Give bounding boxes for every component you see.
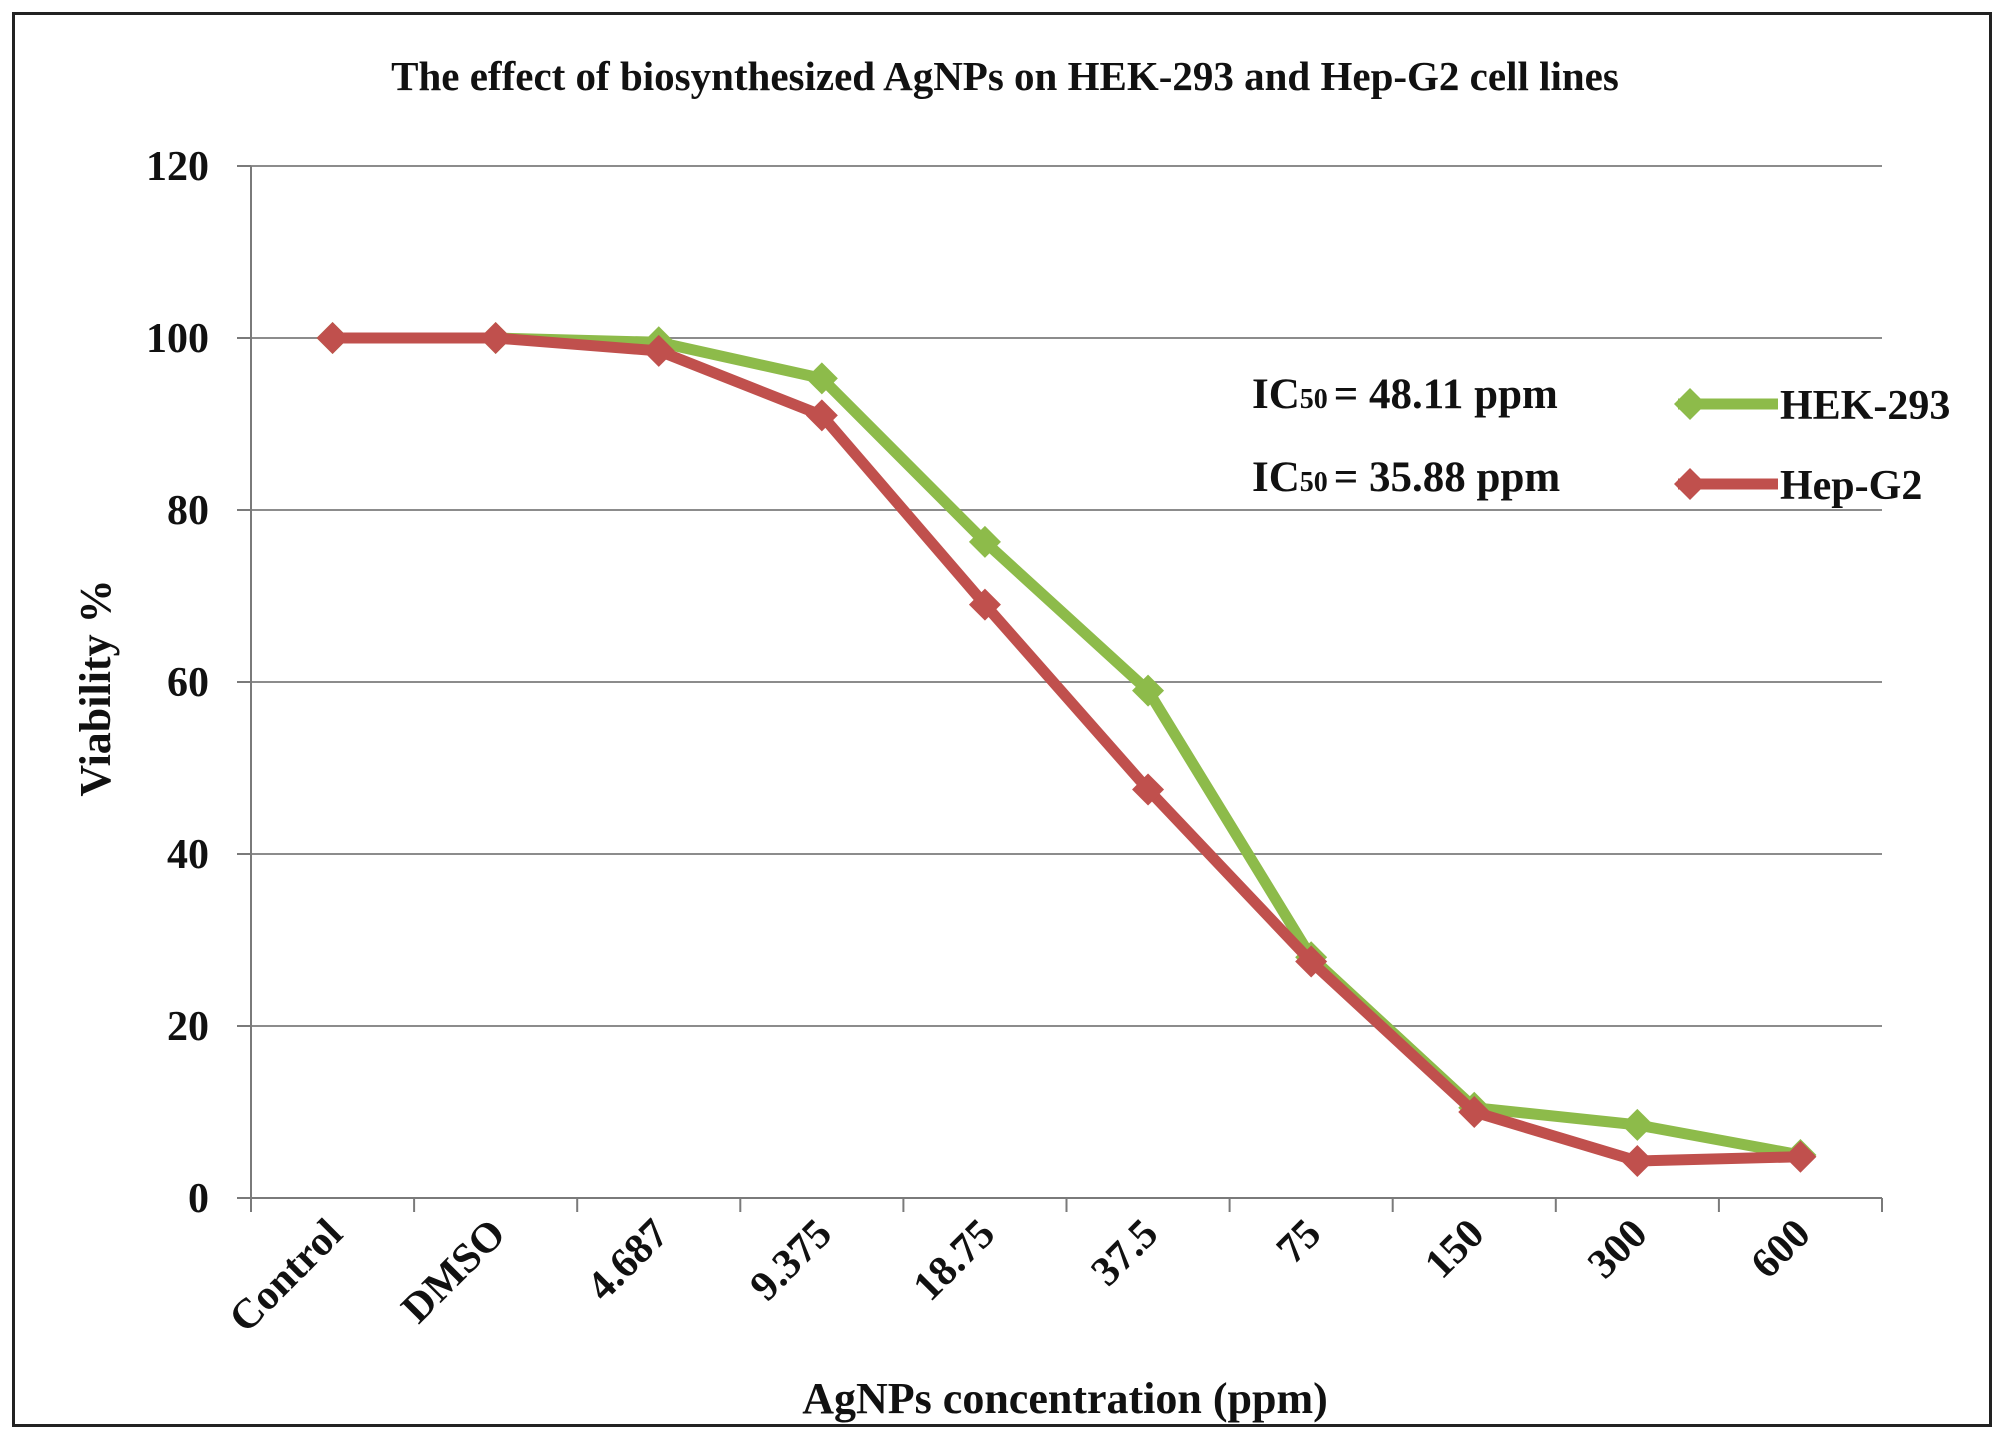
axes [237, 165, 1883, 1212]
series-layer [316, 322, 1817, 1178]
data-point-hep-g2 [1295, 945, 1328, 978]
ic50-value: = 48.11 ppm [1334, 371, 1558, 418]
x-tick-label: 600 [1742, 1211, 1819, 1288]
x-tick-label: 75 [1268, 1211, 1330, 1273]
legend-label-hek-293: HEK-293 [1780, 383, 1950, 429]
y-tick-label: 80 [167, 488, 209, 534]
data-point-hep-g2 [1784, 1140, 1817, 1173]
chart-frame [12, 12, 1992, 1427]
data-point-hep-g2 [1458, 1096, 1491, 1128]
x-tick-label: Control [221, 1211, 352, 1342]
y-tick-label: 0 [188, 1176, 209, 1222]
x-tick-label: 37.5 [1083, 1211, 1167, 1295]
series-hek-293 [316, 322, 1817, 1171]
series-hep-g2 [316, 322, 1817, 1178]
data-point-hep-g2 [479, 322, 512, 354]
legend-marker-hep-g2 [1674, 468, 1706, 500]
data-point-hek-293 [1621, 1108, 1654, 1141]
ic50-label: IC [1252, 454, 1300, 501]
ic50-subscript: 50 [1300, 384, 1328, 415]
legend: HEK-293 Hep-G2 [1674, 383, 1950, 509]
ic50-subscript: 50 [1300, 467, 1328, 498]
y-tick-label: 40 [167, 832, 209, 878]
data-point-hek-293 [805, 362, 838, 395]
x-tick-label: 4.687 [578, 1211, 677, 1310]
legend-label-hep-g2: Hep-G2 [1780, 463, 1922, 509]
y-tick-label: 60 [167, 660, 209, 706]
data-point-hep-g2 [316, 322, 349, 354]
series-line-hep-g2 [327, 332, 1806, 1167]
y-axis-label: Viability % [71, 579, 120, 796]
x-tick-labels: Control DMSO 4.687 9.375 18.75 37.5 75 150 300 60… [221, 1211, 1820, 1342]
legend-marker-hek-293 [1674, 388, 1706, 420]
data-point-hep-g2 [968, 588, 1001, 621]
ic50-value: = 35.88 ppm [1334, 454, 1561, 501]
y-tick-label: 20 [167, 1004, 209, 1050]
y-tick-labels: 0 20 40 60 80 100 120 [146, 144, 209, 1222]
x-tick-label: 18.75 [905, 1211, 1004, 1310]
x-tick-label: 9.375 [742, 1211, 841, 1310]
ic50-annotation: IC50 = 35.88 ppm [1252, 454, 1560, 501]
data-point-hep-g2 [642, 334, 675, 367]
y-tick-label: 100 [146, 316, 209, 362]
data-point-hep-g2 [1132, 773, 1165, 806]
ic50-label: IC [1252, 371, 1300, 418]
x-axis-label: AgNPs concentration (ppm) [802, 1374, 1328, 1423]
series-line-hek-293 [327, 332, 1806, 1161]
gridlines [251, 165, 1882, 1027]
x-tick-label: DMSO [393, 1211, 515, 1333]
data-point-hep-g2 [1621, 1145, 1654, 1178]
x-tick-label: 150 [1416, 1211, 1493, 1288]
y-tick-label: 120 [146, 144, 209, 190]
ic50-annotation: IC50 = 48.11 ppm [1252, 371, 1558, 418]
chart-title: The effect of biosynthesized AgNPs on HE… [391, 53, 1619, 99]
data-point-hep-g2 [805, 399, 838, 432]
data-point-hek-293 [968, 525, 1001, 558]
data-point-hek-293 [1132, 674, 1165, 707]
x-tick-label: 300 [1579, 1211, 1656, 1288]
